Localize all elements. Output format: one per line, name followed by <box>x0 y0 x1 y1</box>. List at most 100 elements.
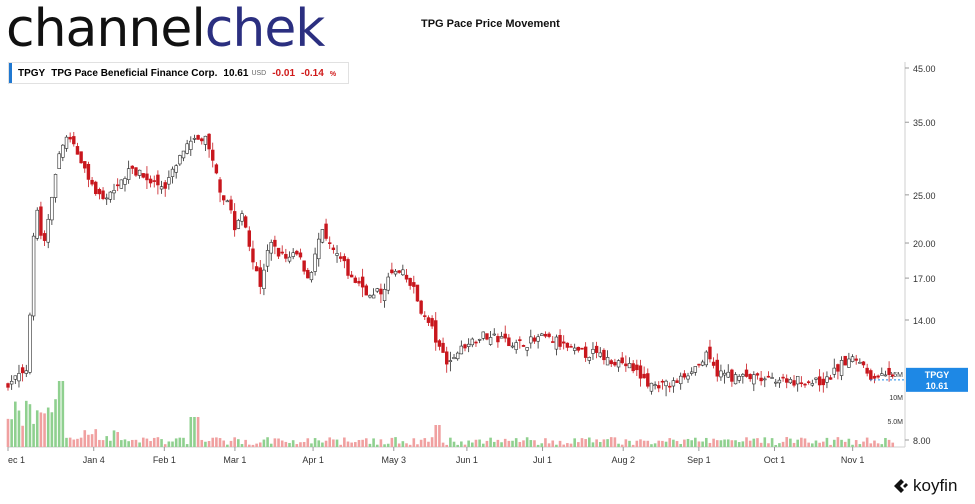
candle-body <box>543 333 548 337</box>
candle-body <box>357 280 361 284</box>
volume-bar <box>207 440 211 447</box>
candle-body <box>828 377 833 380</box>
volume-bar <box>778 443 781 447</box>
y-tick-label: 17.00 <box>913 274 936 284</box>
x-tick-label: Aug 2 <box>611 455 635 465</box>
koyfin-label: koyfin <box>913 476 958 495</box>
volume-bar <box>876 443 880 447</box>
candle-body <box>349 274 354 278</box>
volume-bar <box>98 439 101 447</box>
candle-body <box>861 361 866 366</box>
volume-bar <box>609 437 613 447</box>
candle-body <box>170 168 175 177</box>
volume-bar <box>756 438 759 447</box>
y-tick-label: 25.00 <box>913 191 936 201</box>
candle-body <box>251 248 255 263</box>
candle-body <box>880 373 884 376</box>
candle-body <box>6 383 10 388</box>
candle-body <box>660 380 665 383</box>
candle-body <box>693 366 698 373</box>
candle-body <box>638 365 643 379</box>
volume-bar <box>247 444 251 447</box>
candle-body <box>770 377 774 379</box>
volume-bar <box>697 441 701 447</box>
candle-body <box>803 383 807 386</box>
volume-bar <box>21 425 24 447</box>
candle-body <box>686 375 690 380</box>
candle-body <box>430 318 434 327</box>
volume-bar <box>577 442 580 447</box>
volume-bar <box>419 439 423 447</box>
volume-bar <box>759 442 763 447</box>
candle-body <box>481 331 485 339</box>
candle-body <box>766 375 771 378</box>
candle-body <box>375 288 379 292</box>
candle-body <box>302 260 306 272</box>
volume-bar <box>273 438 277 447</box>
volume-bar <box>200 439 204 447</box>
candle-body <box>243 216 248 228</box>
volume-bar <box>851 444 854 447</box>
volume-bar <box>233 437 236 447</box>
volume-bar <box>306 438 310 447</box>
candle-body <box>130 165 135 169</box>
volume-bar <box>496 439 500 447</box>
candle-body <box>605 357 610 366</box>
volume-bar <box>540 443 544 447</box>
candle-body <box>346 259 350 276</box>
volume-bar <box>6 418 10 447</box>
volume-bar <box>101 440 105 447</box>
volume-bar <box>141 437 145 447</box>
candle-body <box>167 177 171 185</box>
volume-bar <box>686 438 690 447</box>
candle-body <box>624 363 628 367</box>
volume-bar <box>580 438 584 447</box>
volume-bar <box>675 441 679 447</box>
volume-bar <box>50 412 54 447</box>
volume-bar <box>65 437 68 447</box>
candle-body <box>222 195 226 201</box>
candle-body <box>540 333 544 336</box>
volume-bar <box>507 440 511 447</box>
candle-body <box>72 136 76 145</box>
volume-bar <box>811 443 814 447</box>
volume-bar <box>525 437 529 447</box>
volume-bar <box>35 410 39 447</box>
volume-bar <box>291 440 295 447</box>
volume-bar <box>792 442 796 447</box>
candle-body <box>159 186 164 190</box>
candle-body <box>404 274 409 280</box>
channelchek-logo: channelchek <box>6 0 325 58</box>
candle-body <box>602 349 606 361</box>
candle-body <box>423 315 427 317</box>
volume-bar <box>149 441 152 447</box>
candle-body <box>178 155 182 165</box>
volume-bar <box>335 439 339 447</box>
candle-body <box>474 341 478 344</box>
candle-body <box>821 378 825 386</box>
candle-body <box>437 340 442 347</box>
candle-body <box>83 161 87 169</box>
volume-tick-label: 5.0M <box>887 419 903 426</box>
candle-body <box>57 153 61 169</box>
candle-body <box>240 213 244 222</box>
candle-body <box>755 373 760 376</box>
volume-bar <box>416 444 419 447</box>
candle-body <box>174 165 178 173</box>
candle-body <box>521 345 526 347</box>
volume-bar <box>90 434 94 447</box>
candle-body <box>324 223 328 239</box>
volume-bar <box>566 443 569 447</box>
volume-bar <box>485 440 489 447</box>
candle-body <box>839 360 844 376</box>
volume-bar <box>555 444 558 447</box>
candle-body <box>75 146 80 155</box>
candle-body <box>273 239 277 247</box>
volume-bar <box>229 440 233 447</box>
volume-bar <box>785 437 789 447</box>
candle-body <box>371 294 376 299</box>
candle-body <box>229 199 233 211</box>
candle-body <box>368 295 372 298</box>
candle-body <box>331 247 336 251</box>
